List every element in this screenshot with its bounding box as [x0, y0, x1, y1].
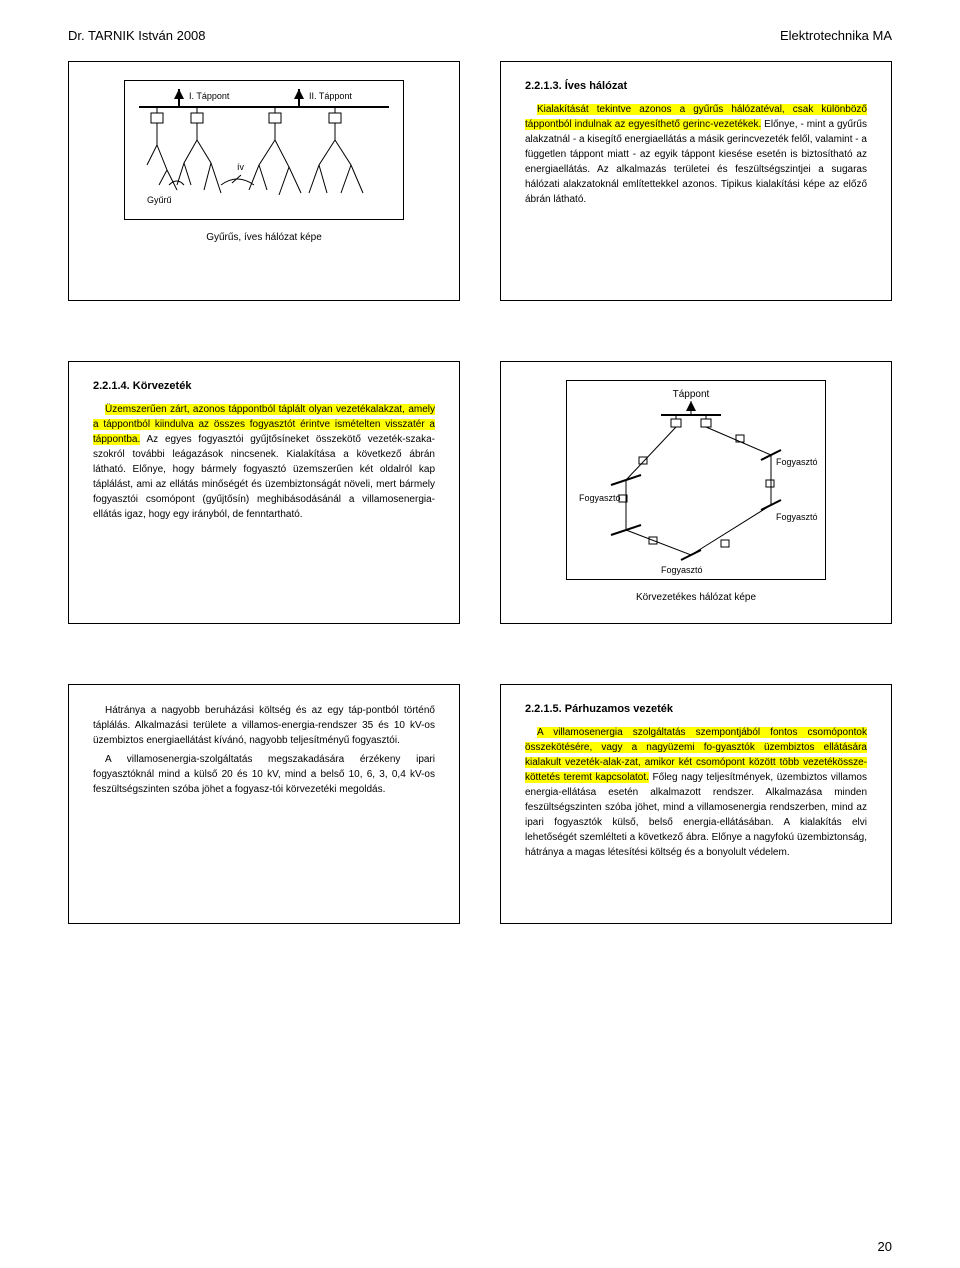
slide-r3c1: Hátránya a nagyobb beruházási költség és… [68, 684, 460, 924]
slide-r1c1: I. Táppont II. Táppont [68, 61, 460, 301]
row-3: Hátránya a nagyobb beruházási költség és… [68, 684, 892, 924]
body-r3c2: Főleg nagy teljesítmények, üzembiztos vi… [525, 772, 867, 858]
heading-r3c2: 2.2.1.5. Párhuzamos vezeték [525, 703, 867, 715]
slide-r2c2: Táppont Fogyasztó Fogyasztó Fogyasztó [500, 361, 892, 624]
svg-text:Fogyasztó: Fogyasztó [579, 493, 621, 503]
svg-text:I. Táppont: I. Táppont [189, 91, 230, 101]
page-header: Dr. TARNIK István 2008 Elektrotechnika M… [68, 28, 892, 43]
svg-text:II. Táppont: II. Táppont [309, 91, 352, 101]
figure-gyurus: I. Táppont II. Táppont [124, 80, 404, 220]
gyurus-diagram: I. Táppont II. Táppont [129, 85, 399, 215]
body-r2c1: Az egyes fogyasztói gyűjtősíneket összek… [93, 434, 435, 520]
korvezetek-diagram: Táppont Fogyasztó Fogyasztó Fogyasztó [571, 385, 821, 575]
text-r3c1-p1: Hátránya a nagyobb beruházási költség és… [93, 703, 435, 748]
slide-r2c1: 2.2.1.4. Körvezeték Üzemszerűen zárt, az… [68, 361, 460, 624]
svg-text:Fogyasztó: Fogyasztó [776, 457, 818, 467]
svg-text:Fogyasztó: Fogyasztó [776, 512, 818, 522]
svg-text:Táppont: Táppont [673, 389, 710, 400]
row-1: I. Táppont II. Táppont [68, 61, 892, 301]
slide-r1c2: 2.2.1.3. Íves hálózat Kialakítását tekin… [500, 61, 892, 301]
row-2: 2.2.1.4. Körvezeték Üzemszerűen zárt, az… [68, 361, 892, 624]
svg-text:Fogyasztó: Fogyasztó [661, 565, 703, 575]
figure-korvezetek: Táppont Fogyasztó Fogyasztó Fogyasztó [566, 380, 826, 580]
text-r1c2: Kialakítását tekintve azonos a gyűrűs há… [525, 102, 867, 207]
text-r3c1-p2: A villamosenergia-szolgáltatás megszakad… [93, 752, 435, 797]
slide-r3c2: 2.2.1.5. Párhuzamos vezeték A villamosen… [500, 684, 892, 924]
header-left: Dr. TARNIK István 2008 [68, 28, 206, 43]
header-right: Elektrotechnika MA [780, 28, 892, 43]
figure-caption-r2c2: Körvezetékes hálózat képe [525, 592, 867, 603]
figure-caption-r1c1: Gyűrűs, íves hálózat képe [93, 232, 435, 243]
heading-r2c1: 2.2.1.4. Körvezeték [93, 380, 435, 392]
body-r1c2: Előnye, - mint a gyűrűs alakzatnál - a k… [525, 119, 867, 205]
svg-text:Gyűrű: Gyűrű [147, 195, 172, 205]
text-r3c2: A villamosenergia szolgáltatás szempontj… [525, 725, 867, 860]
text-r2c1: Üzemszerűen zárt, azonos táppontból tápl… [93, 402, 435, 522]
heading-r1c2: 2.2.1.3. Íves hálózat [525, 80, 867, 92]
svg-text:ív: ív [237, 162, 245, 172]
page-number: 20 [878, 1239, 892, 1254]
